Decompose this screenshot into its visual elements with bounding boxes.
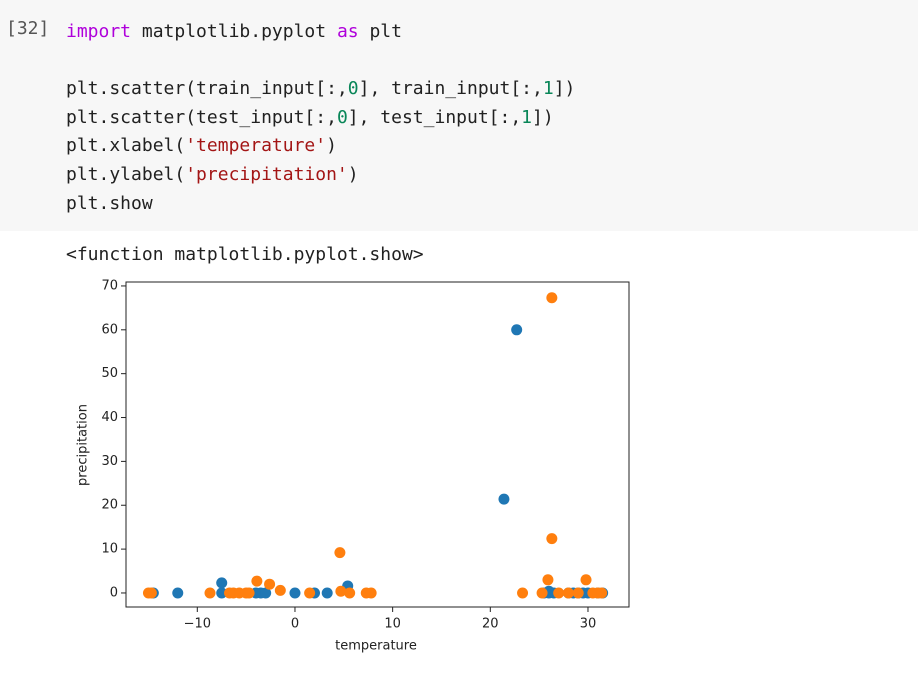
code-token: 1	[521, 106, 533, 128]
point	[498, 493, 510, 505]
point	[344, 587, 356, 599]
code-token: plt.show	[66, 192, 153, 214]
point	[546, 292, 558, 304]
code-token: import	[66, 21, 132, 42]
code-line: plt.show	[66, 190, 575, 219]
code-line: plt.scatter(test_input[:,0], test_input[…	[66, 104, 575, 133]
point	[321, 587, 333, 599]
code-token: 0	[336, 106, 348, 128]
code-token: 1	[542, 78, 554, 100]
code-token: )	[347, 163, 359, 185]
x-tick-label: −10	[184, 617, 211, 632]
code: import matplotlib.pyplot as plt plt.scatt…	[66, 18, 575, 218]
code-token: ])	[553, 78, 576, 100]
x-tick-label: 0	[291, 617, 299, 632]
point	[145, 587, 157, 599]
y-tick-label: 30	[101, 454, 118, 469]
code-token: plt	[358, 21, 402, 42]
point	[596, 587, 608, 599]
y-tick-label: 60	[101, 322, 118, 337]
point	[251, 575, 263, 587]
point	[204, 587, 216, 599]
x-tick-label: 20	[482, 617, 499, 632]
y-tick-label: 70	[101, 278, 118, 293]
y-tick-label: 10	[101, 542, 118, 557]
point	[335, 585, 347, 597]
code-line: plt.scatter(train_input[:,0], train_inpu…	[66, 75, 575, 104]
point	[216, 587, 228, 599]
code-token: 'precipitation'	[185, 163, 348, 185]
code-token: plt.xlabel(	[66, 135, 186, 157]
code-token: ])	[532, 106, 554, 128]
y-tick-label: 20	[101, 498, 118, 513]
y-tick-label: 0	[110, 585, 118, 600]
code-token: as	[336, 21, 359, 42]
point	[517, 587, 529, 599]
plot-frame	[125, 281, 630, 608]
x-axis-label: temperature	[335, 639, 417, 654]
code-token: plt.scatter(test_input[:,	[66, 106, 337, 128]
point	[260, 587, 272, 599]
code-token: plt.scatter(train_input[:,	[66, 78, 348, 100]
x-tick-label: 30	[580, 617, 597, 632]
point	[216, 577, 228, 589]
point	[172, 587, 184, 599]
point	[536, 587, 548, 599]
point	[334, 547, 346, 559]
point	[365, 587, 377, 599]
point	[264, 578, 276, 590]
code-line: plt.ylabel('precipitation')	[66, 161, 575, 190]
point	[562, 587, 574, 599]
x-tick-label: 10	[384, 617, 401, 632]
code-token: ], train_input[:,	[358, 78, 543, 100]
code-token: 'temperature'	[185, 135, 327, 157]
point	[546, 533, 558, 545]
point	[289, 587, 301, 599]
point	[553, 587, 565, 599]
code-line: import matplotlib.pyplot as plt	[66, 18, 575, 47]
y-axis-label: precipitation	[76, 404, 91, 486]
point	[542, 574, 554, 586]
code-token: 0	[347, 78, 359, 100]
point	[572, 587, 584, 599]
code-token: plt.ylabel(	[66, 163, 186, 185]
code-cell: [32] import matplotlib.pyplot as plt plt.…	[0, 0, 918, 231]
point	[274, 584, 286, 596]
y-tick-label: 50	[101, 366, 118, 381]
code-token: matplotlib.pyplot	[131, 21, 337, 42]
point	[580, 574, 592, 586]
output-text: <function matplotlib.pyplot.show>	[66, 244, 424, 265]
point	[304, 587, 316, 599]
point	[243, 587, 255, 599]
cell-prompt: [32]	[6, 18, 50, 39]
y-tick-label: 40	[101, 410, 118, 425]
code-token: )	[326, 135, 337, 157]
code-token: ], test_input[:,	[347, 106, 522, 128]
point	[511, 324, 523, 336]
code-line: plt.xlabel('temperature')	[66, 132, 575, 161]
